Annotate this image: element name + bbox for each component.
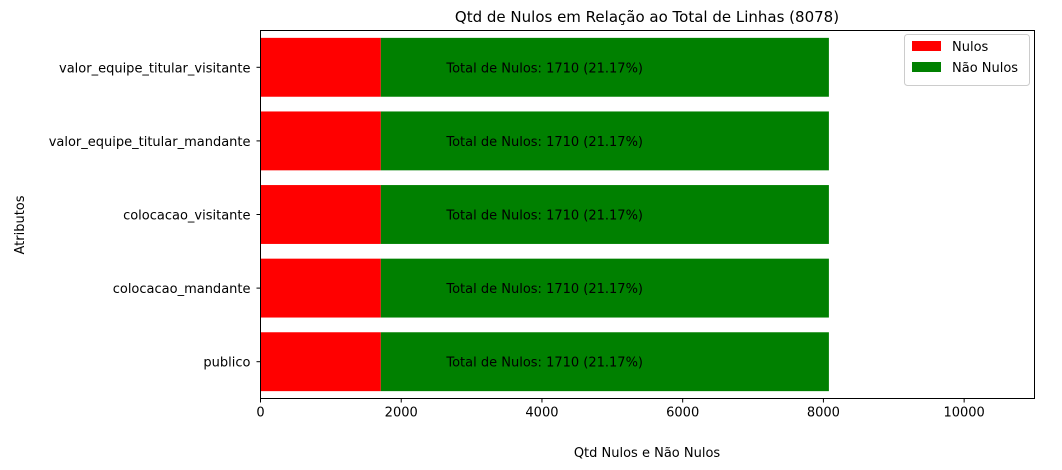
y-tick-label-4: publico (203, 356, 250, 371)
x-tick-label-1: 2000 (385, 406, 418, 421)
bar-annotation-2: Total de Nulos: 1710 (21.17%) (445, 209, 643, 224)
bar-nao-nulos-1 (380, 111, 829, 171)
x-tick-label-3: 6000 (666, 406, 699, 421)
annotations-group: Total de Nulos: 1710 (21.17%) Total de Nu… (445, 61, 643, 370)
x-axis-label: Qtd Nulos e Não Nulos (574, 446, 721, 461)
bar-nulos-1 (260, 111, 381, 171)
x-tick-label-0: 0 (256, 406, 264, 421)
x-tick-label-5: 10000 (943, 406, 984, 421)
bar-annotation-4: Total de Nulos: 1710 (21.17%) (445, 356, 643, 371)
x-tick-label-2: 4000 (525, 406, 558, 421)
bar-annotation-3: Total de Nulos: 1710 (21.17%) (445, 282, 643, 297)
bar-nulos-0 (260, 37, 381, 97)
plot-frame (260, 30, 1035, 399)
bar-nao-nulos-2 (380, 185, 829, 244)
legend: Nulos Não Nulos (904, 34, 1030, 86)
legend-swatch-nao-nulos (912, 62, 941, 72)
chart-title: Qtd de Nulos em Relação ao Total de Linh… (455, 8, 839, 26)
y-tick-label-1: valor_equipe_titular_mandante (49, 135, 251, 150)
bar-annotation-0: Total de Nulos: 1710 (21.17%) (445, 61, 643, 76)
y-axis: valor_equipe_titular_visitante valor_equi… (49, 61, 261, 371)
bar-nulos-2 (260, 185, 381, 244)
bar-nulos-4 (260, 332, 381, 392)
y-axis-label: Atributos (13, 195, 28, 254)
y-tick-label-0: valor_equipe_titular_visitante (59, 61, 250, 76)
legend-label-nao-nulos: Não Nulos (952, 61, 1018, 76)
y-tick-label-2: colocacao_visitante (123, 209, 250, 224)
x-tick-label-4: 8000 (807, 406, 840, 421)
bars-group (260, 37, 829, 392)
legend-label-nulos: Nulos (952, 40, 989, 55)
bar-annotation-1: Total de Nulos: 1710 (21.17%) (445, 135, 643, 150)
bar-nao-nulos-0 (380, 37, 829, 97)
y-tick-label-3: colocacao_mandante (113, 282, 251, 297)
bar-nao-nulos-3 (380, 258, 829, 318)
x-axis: 0 2000 4000 6000 8000 10000 (256, 398, 985, 421)
bar-nao-nulos-4 (380, 332, 829, 392)
bar-nulos-3 (260, 258, 381, 318)
legend-swatch-nulos (912, 41, 941, 51)
